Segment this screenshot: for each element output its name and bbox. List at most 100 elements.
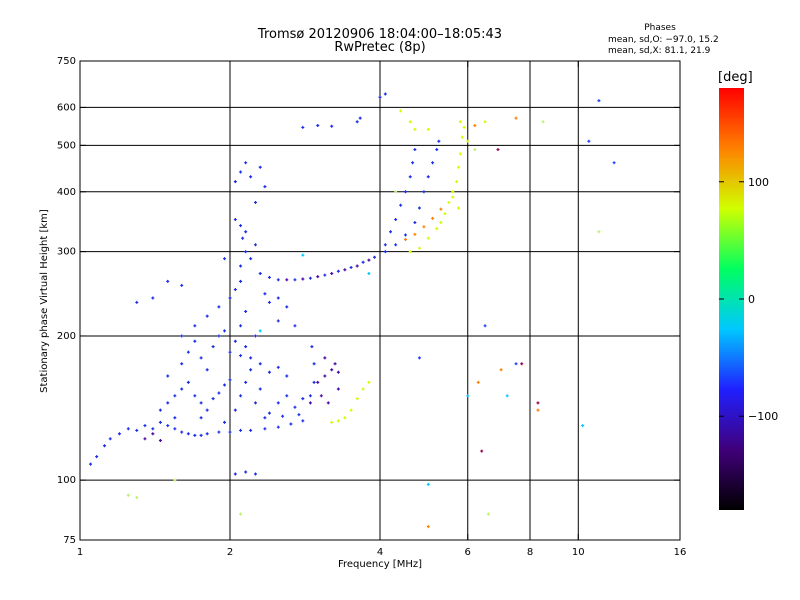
data-point [108, 437, 112, 441]
data-point [253, 200, 257, 204]
y-tick-label: 200 [57, 331, 76, 342]
data-point [173, 478, 177, 482]
data-point [435, 227, 439, 231]
data-point [358, 116, 362, 120]
data-point [293, 324, 297, 328]
data-point [310, 345, 314, 349]
data-point [437, 139, 441, 143]
data-point [408, 250, 412, 254]
data-point [480, 449, 484, 453]
data-point [301, 419, 305, 423]
data-point [285, 374, 289, 378]
data-point [249, 368, 253, 372]
data-point [473, 124, 477, 128]
data-point [193, 433, 197, 437]
data-point [505, 394, 509, 398]
data-point [323, 374, 327, 378]
data-point [228, 350, 232, 354]
data-point [319, 394, 323, 398]
data-point [180, 362, 184, 366]
data-point [253, 243, 257, 247]
data-point [514, 116, 518, 120]
data-point [451, 195, 455, 199]
x-tick-label: 8 [527, 547, 533, 558]
data-point [244, 250, 248, 254]
data-point [520, 362, 524, 366]
data-point [466, 139, 470, 143]
data-point [426, 525, 430, 529]
data-point [241, 236, 245, 240]
data-point [496, 148, 500, 152]
data-point [233, 472, 237, 476]
data-point [223, 257, 227, 261]
data-point [217, 305, 221, 309]
data-point [223, 420, 227, 424]
data-point [143, 424, 147, 428]
data-point [483, 324, 487, 328]
data-point [217, 430, 221, 434]
data-point [323, 273, 327, 277]
data-point [343, 268, 347, 272]
data-point [394, 218, 398, 222]
data-point [443, 212, 447, 216]
data-point [349, 265, 353, 269]
data-point [330, 368, 334, 372]
data-point [413, 221, 417, 225]
x-tick-label: 2 [227, 547, 233, 558]
data-point [135, 300, 139, 304]
y-tick-label: 75 [63, 535, 76, 546]
data-point [263, 427, 267, 431]
data-point [233, 339, 237, 343]
data-point [239, 264, 243, 268]
data-point [486, 512, 490, 516]
data-point [211, 397, 215, 401]
data-point [267, 411, 271, 415]
data-point [457, 165, 461, 169]
data-point [258, 165, 262, 169]
data-point [285, 305, 289, 309]
data-point [239, 512, 243, 516]
data-point [301, 125, 305, 129]
data-point [411, 161, 415, 165]
data-point [249, 356, 253, 360]
data-point [95, 455, 99, 459]
data-point [239, 354, 243, 358]
data-point [89, 462, 93, 466]
data-point [267, 300, 271, 304]
data-point [205, 408, 209, 412]
chart-subtitle: RwPretec (8p) [334, 40, 426, 55]
data-point [581, 424, 585, 428]
data-point [199, 356, 203, 360]
data-point [343, 416, 347, 420]
data-point [297, 413, 301, 417]
data-point [135, 496, 139, 499]
data-point [151, 427, 155, 431]
data-point [258, 329, 262, 333]
data-point [244, 161, 248, 165]
data-point [143, 437, 147, 441]
data-point [408, 175, 412, 179]
data-point [458, 120, 462, 124]
data-point [455, 180, 459, 184]
data-point [258, 387, 262, 391]
data-point [451, 190, 455, 194]
data-point [239, 224, 243, 228]
data-point [276, 365, 280, 369]
data-point [336, 370, 340, 374]
data-point [223, 329, 227, 333]
data-point [426, 482, 430, 486]
data-point [263, 416, 267, 420]
data-point [597, 230, 601, 234]
y-axis-label: Stationary phase Virtual Height [km] [39, 209, 50, 393]
x-tick-label: 6 [465, 547, 471, 558]
data-point [285, 394, 289, 398]
data-point [301, 397, 305, 401]
colorbar-ticks: 100 0 −100 [719, 176, 778, 423]
data-point [426, 127, 430, 131]
colorbar-tick-label: 100 [748, 176, 769, 189]
data-point [383, 250, 387, 254]
data-point [228, 296, 232, 300]
data-point [166, 424, 170, 428]
data-point [180, 430, 184, 434]
data-point [126, 427, 130, 431]
